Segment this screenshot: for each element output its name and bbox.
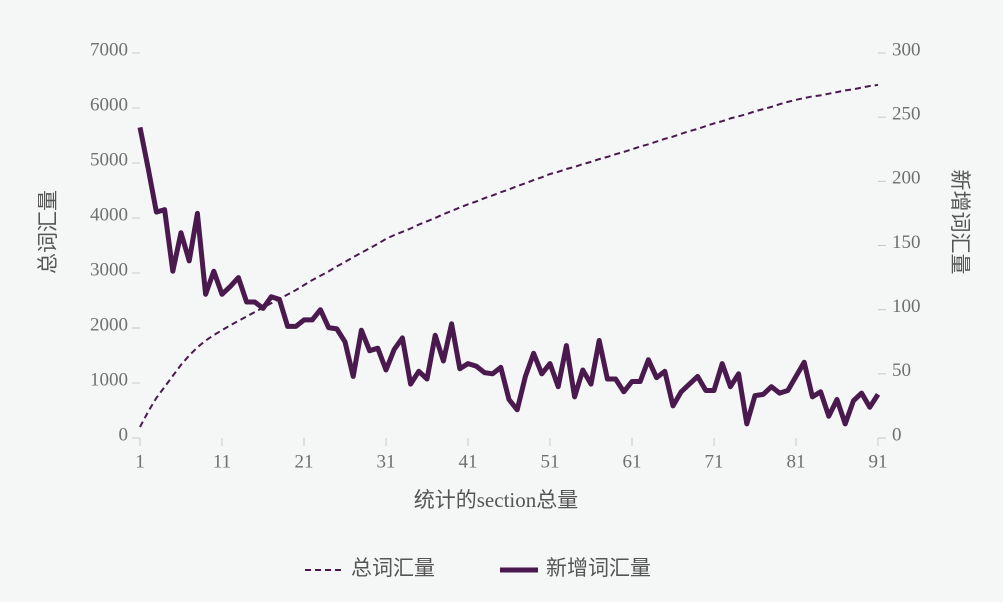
x-tick-label: 71 [705, 451, 724, 472]
y2-tick-label: 0 [892, 424, 902, 445]
data-line [139, 83, 879, 428]
x-tick-label: 21 [295, 451, 314, 472]
y-tick-label: 0 [119, 424, 129, 445]
y-tick-label: 1000 [90, 369, 128, 390]
y-axis-title: 总词汇量 [36, 190, 60, 274]
x-tick-label: 1 [135, 451, 145, 472]
x-tick-label: 91 [869, 451, 888, 472]
data-line [137, 126, 881, 427]
x-tick-label: 41 [459, 451, 478, 472]
x-tick-label: 61 [623, 451, 642, 472]
y2-axis-title: 新增词汇量 [948, 170, 972, 275]
x-axis-title: 统计的section总量 [414, 488, 578, 512]
y-tick-label: 7000 [90, 39, 128, 60]
y-tick-label: 5000 [90, 149, 128, 170]
y2-tick-label: 200 [892, 168, 921, 189]
legend-text: 总词汇量 [351, 556, 435, 580]
y2-tick-label: 100 [892, 296, 921, 317]
y2-tick-label: 300 [892, 39, 921, 60]
y-tick-label: 2000 [90, 314, 128, 335]
y-tick-label: 4000 [90, 204, 128, 225]
x-tick-label: 11 [213, 451, 231, 472]
x-tick-label: 81 [787, 451, 806, 472]
y-tick-label: 6000 [90, 94, 128, 115]
legend-text: 新增词汇量 [546, 556, 651, 580]
x-tick-label: 31 [377, 451, 396, 472]
y2-tick-label: 150 [892, 232, 921, 253]
y2-tick-label: 50 [892, 360, 911, 381]
x-tick-label: 51 [541, 451, 560, 472]
y2-tick-label: 250 [892, 104, 921, 125]
y-tick-label: 3000 [90, 259, 128, 280]
